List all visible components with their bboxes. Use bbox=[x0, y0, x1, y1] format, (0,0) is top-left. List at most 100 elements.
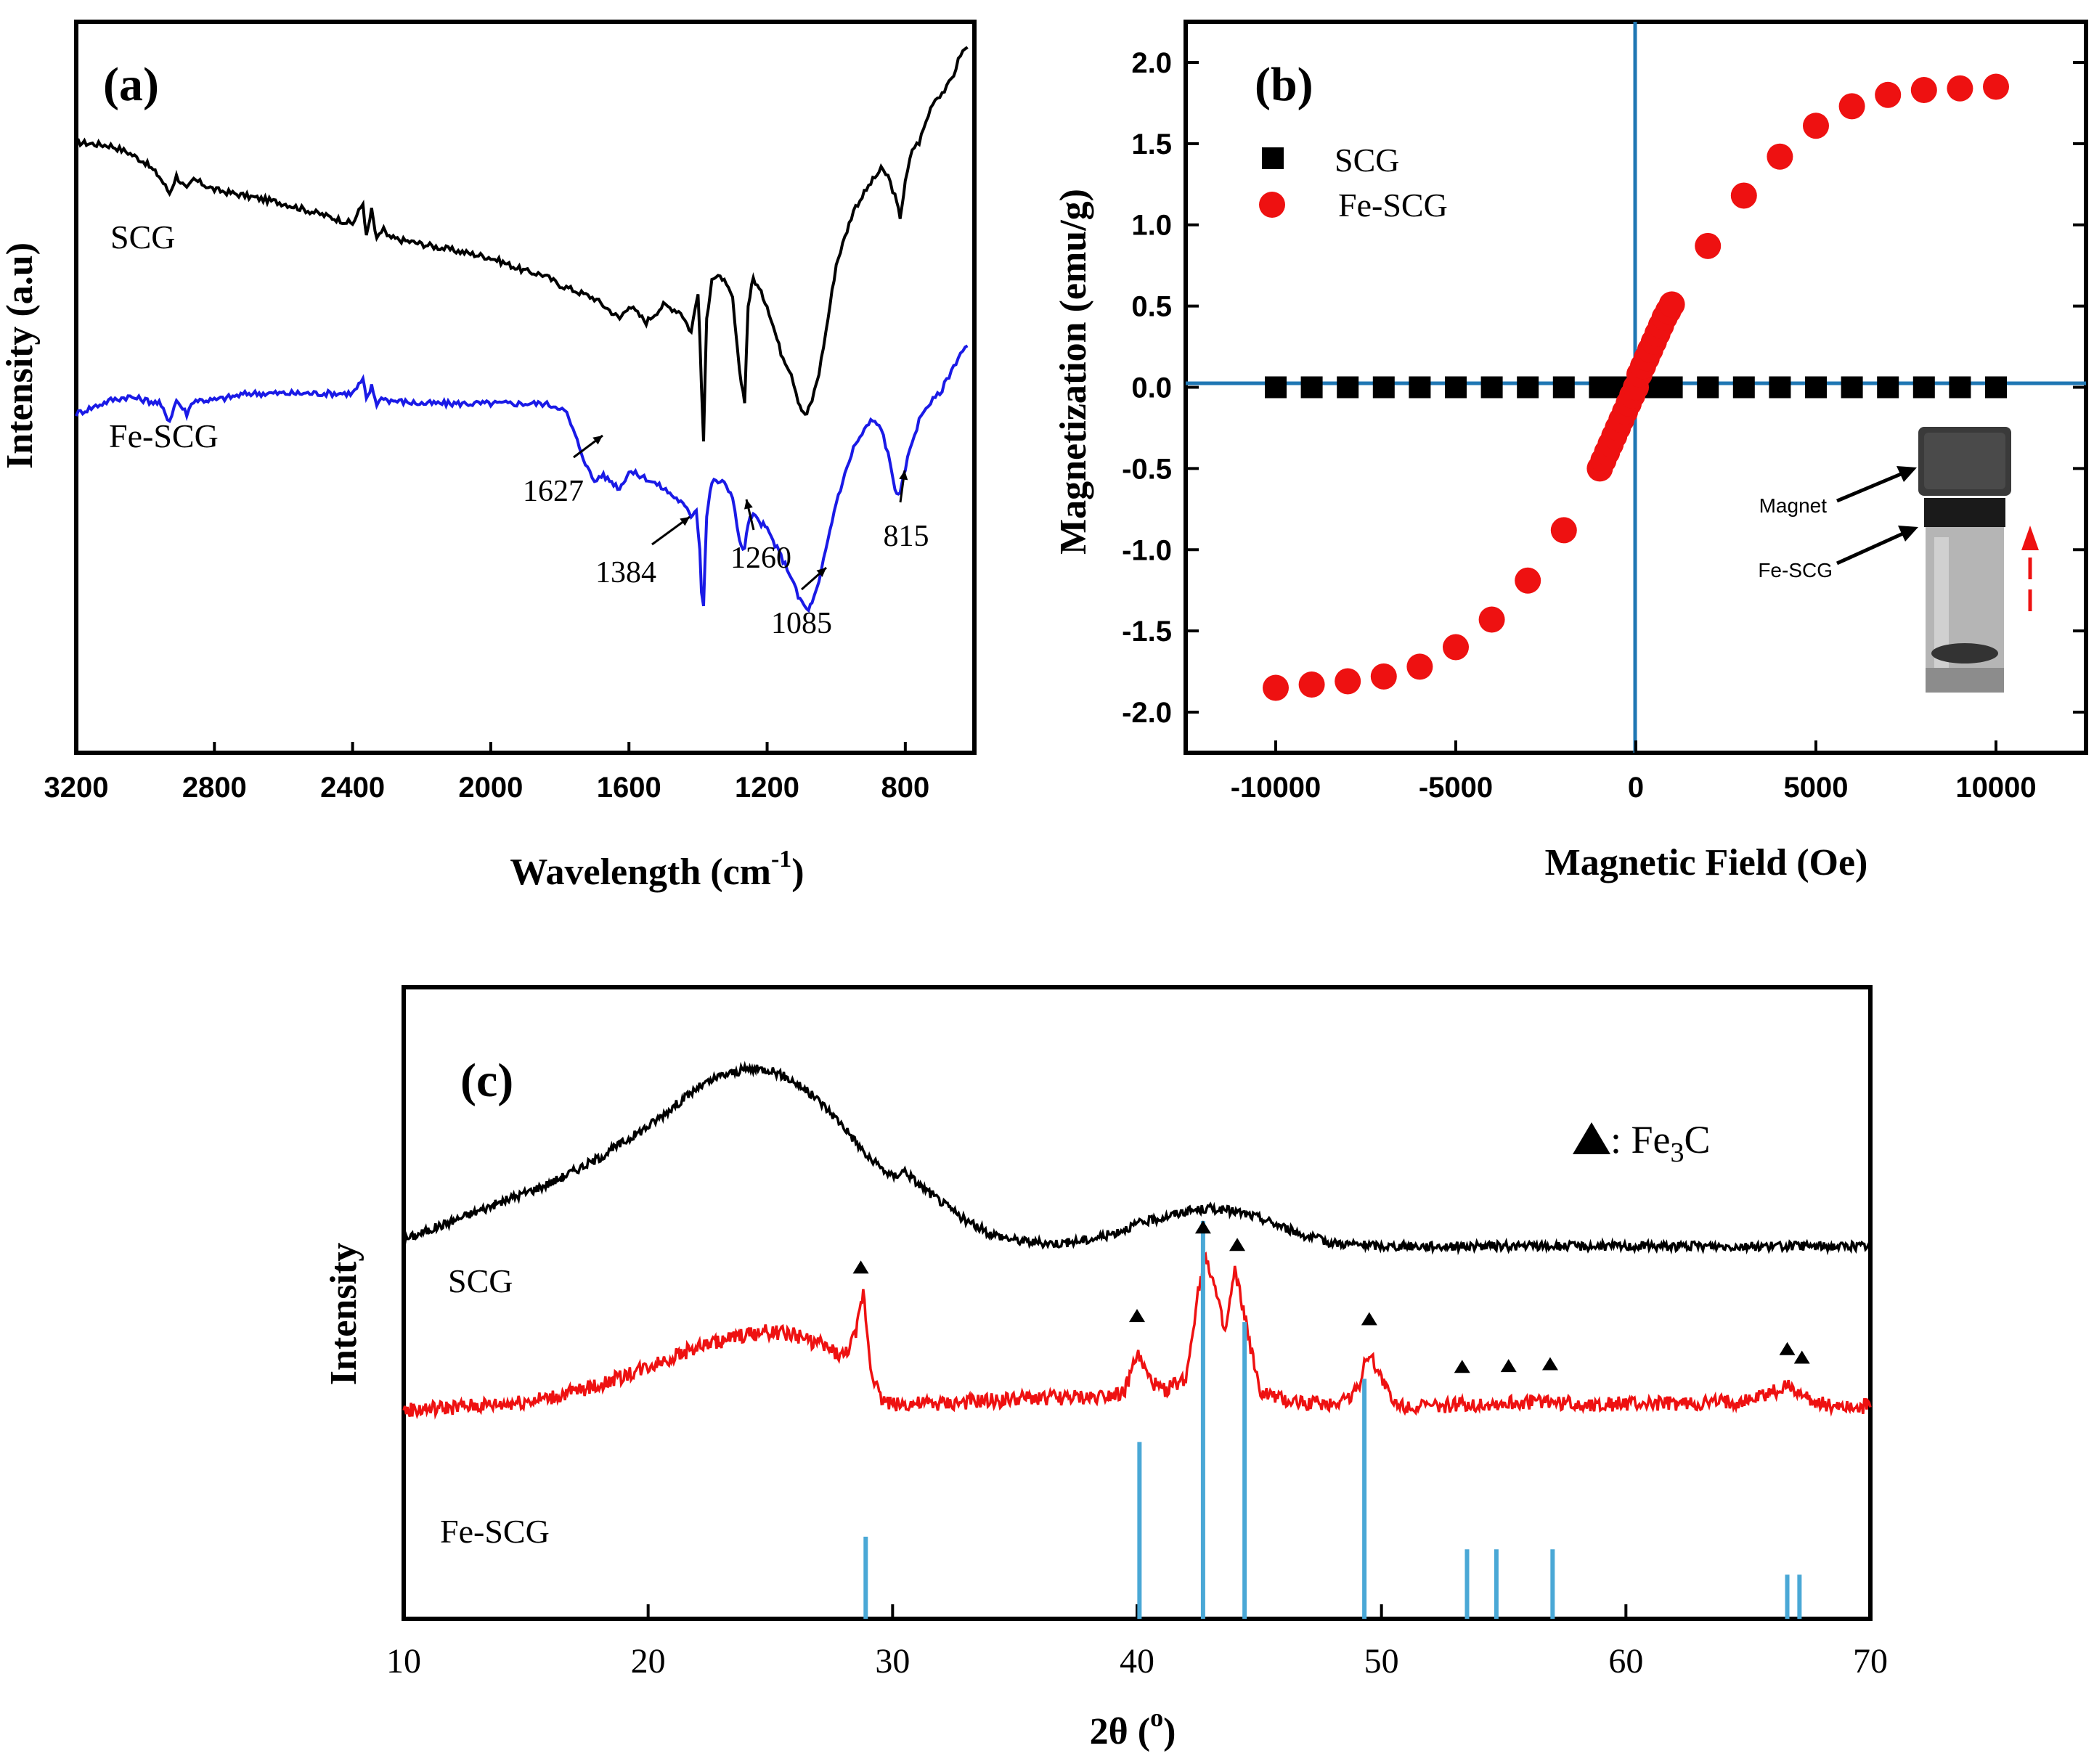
panel-b-xtick-label-2: 0 bbox=[1628, 772, 1644, 804]
panel-b-point-scg-6 bbox=[1480, 376, 1503, 399]
panel-b-ytick-label-5: 0.5 bbox=[1131, 291, 1172, 323]
panel-b-point-scg-0 bbox=[1265, 376, 1287, 399]
panel-b-point-scg-21 bbox=[1949, 376, 1971, 399]
panel-b-xtick-label-0: -10000 bbox=[1231, 772, 1321, 804]
panel-b-x-axis-title: Magnetic Field (Oe) bbox=[1545, 842, 1868, 883]
panel-a-series-group bbox=[75, 46, 969, 613]
panel-c-fe3c-marker-5 bbox=[1454, 1360, 1470, 1373]
panel-a-ftir-chart: 3200 2800 2400 2000 1600 1200 800 1627 1384 1260… bbox=[0, 20, 977, 893]
panel-a-xtick-label-0: 3200 bbox=[44, 772, 109, 804]
panel-b-point-fe-scg-35 bbox=[1875, 81, 1902, 108]
panel-b-point-scg-16 bbox=[1769, 376, 1791, 399]
panel-c-fe3c-marker-4 bbox=[1361, 1312, 1377, 1326]
panel-c-fe3c-peak-markers bbox=[852, 1220, 1810, 1373]
panel-b-point-scg-8 bbox=[1552, 376, 1575, 399]
panel-c-xtick-label-1: 20 bbox=[631, 1642, 666, 1681]
panel-c-xlabel-sup: o bbox=[1150, 1703, 1163, 1732]
panel-b-ytick-label-1: -1.5 bbox=[1122, 616, 1172, 648]
panel-c-label-scg: SCG bbox=[448, 1262, 513, 1299]
panel-a-annot-arrowhead-1627 bbox=[592, 436, 603, 445]
legend-fe3c-suffix: C bbox=[1684, 1118, 1711, 1161]
panel-b-ytick-label-6: 1.0 bbox=[1131, 210, 1172, 242]
panel-c-series-group bbox=[402, 1061, 1872, 1619]
panel-b-point-fe-scg-38 bbox=[1983, 73, 2009, 100]
panel-a-y-axis-title: Intensity (a.u) bbox=[0, 242, 41, 469]
panel-b-point-fe-scg-37 bbox=[1947, 75, 1973, 102]
panel-b-point-fe-scg-30 bbox=[1695, 232, 1722, 259]
panel-a-annot-label-1627: 1627 bbox=[523, 475, 584, 508]
panel-b-axis-ticks: -10000 -5000 0 5000 10000 -2.0 -1.5 -1.0 -0.5 0.0… bbox=[1122, 47, 2086, 804]
panel-b-point-scg-2 bbox=[1337, 376, 1359, 399]
inset-label-fe-scg: Fe-SCG bbox=[1758, 559, 1833, 581]
panel-c-xtick-label-5: 60 bbox=[1608, 1642, 1643, 1681]
panel-c-x-axis-title: 2θ (o) bbox=[1090, 1703, 1176, 1752]
panel-c-fe3c-marker-2 bbox=[1194, 1220, 1211, 1234]
panel-a-annotations: 1627 1384 1260 1085 815 bbox=[523, 434, 929, 640]
panel-a-xlabel-sup: -1 bbox=[771, 846, 791, 873]
panel-b-tag: (b) bbox=[1255, 58, 1313, 111]
panel-b-ytick-label-3: -0.5 bbox=[1122, 453, 1172, 485]
panel-b-point-scg-17 bbox=[1805, 376, 1827, 399]
panel-a-line-scg bbox=[76, 46, 969, 442]
legend-fe3c-subscript: 3 bbox=[1671, 1138, 1684, 1168]
panel-b-point-scg-5 bbox=[1445, 376, 1467, 399]
panel-a-label-scg: SCG bbox=[110, 219, 175, 256]
panel-c-legend: : Fe3C bbox=[1573, 1118, 1711, 1168]
panel-a-annot-label-1085: 1085 bbox=[771, 607, 832, 640]
inset-arrow-magnet bbox=[1836, 468, 1910, 503]
panel-c-fe3c-marker-6 bbox=[1500, 1359, 1517, 1373]
panel-c-fe3c-marker-1 bbox=[1129, 1309, 1145, 1323]
panel-a-xtick-label-5: 1200 bbox=[735, 772, 799, 804]
panel-b-ytick-label-4: 0.0 bbox=[1131, 372, 1172, 404]
panel-a-xlabel-main: Wavelength (cm bbox=[510, 852, 771, 893]
panel-b-ytick-label-2: -1.0 bbox=[1122, 534, 1172, 566]
panel-c-y-axis-title: Intensity bbox=[323, 1243, 364, 1385]
panel-c-plot-frame bbox=[402, 985, 1873, 1621]
panel-b-point-fe-scg-2 bbox=[1335, 668, 1361, 695]
inset-vial-sediment bbox=[1931, 643, 1998, 663]
panel-b-y-axis-title: Magnetization (emu/g) bbox=[1053, 189, 1094, 555]
panel-a-tag: (a) bbox=[103, 58, 159, 111]
panel-b-point-scg-19 bbox=[1877, 376, 1899, 399]
panel-a-annot-arrowhead-1260 bbox=[744, 499, 753, 510]
panel-b-ytick-label-7: 1.5 bbox=[1131, 128, 1172, 160]
panel-c-xtick-label-3: 40 bbox=[1120, 1642, 1154, 1681]
panel-a-xtick-label-4: 1600 bbox=[597, 772, 661, 804]
legend-triangle-icon bbox=[1573, 1122, 1610, 1154]
panel-b-point-scg-7 bbox=[1517, 376, 1539, 399]
panel-b-magnetization-chart: -10000 -5000 0 5000 10000 -2.0 -1.5 -1.0 -0.5 0.0… bbox=[1053, 20, 2088, 883]
panel-c-fe3c-marker-3 bbox=[1229, 1238, 1246, 1251]
panel-a-xtick-label-3: 2000 bbox=[458, 772, 523, 804]
panel-c-fe3c-marker-0 bbox=[852, 1260, 869, 1274]
panel-a-xtick-label-1: 2800 bbox=[182, 772, 247, 804]
panel-c-xtick-label-2: 30 bbox=[875, 1642, 910, 1681]
panel-b-ytick-label-0: -2.0 bbox=[1122, 697, 1172, 729]
panel-c-xtick-label-0: 10 bbox=[386, 1642, 421, 1681]
panel-c-line-fe-scg bbox=[402, 1251, 1872, 1420]
legend-scg-marker bbox=[1262, 147, 1284, 169]
panel-b-point-scg-15 bbox=[1732, 376, 1755, 399]
panel-b-point-fe-scg-1 bbox=[1298, 671, 1325, 698]
panel-b-ytick-label-8: 2.0 bbox=[1131, 47, 1172, 79]
legend-fe-scg-label: Fe-SCG bbox=[1338, 187, 1448, 224]
panel-b-point-scg-14 bbox=[1697, 376, 1719, 399]
panel-b-point-fe-scg-29 bbox=[1658, 291, 1685, 318]
panel-a-annot-arrowhead-1085 bbox=[816, 568, 826, 577]
panel-b-point-fe-scg-6 bbox=[1478, 606, 1505, 633]
panel-c-xtick-label-4: 50 bbox=[1364, 1642, 1399, 1681]
panel-c-line-scg bbox=[403, 1061, 1872, 1256]
panel-a-annot-arrowhead-815 bbox=[899, 470, 908, 481]
panel-b-point-fe-scg-36 bbox=[1910, 76, 1937, 103]
panel-a-plot-frame bbox=[74, 20, 977, 755]
panel-c-tag: (c) bbox=[460, 1054, 513, 1107]
legend-fe-scg-marker bbox=[1259, 192, 1285, 218]
panel-a-annot-arrowhead-1384 bbox=[680, 517, 690, 526]
panel-c-xlabel-close: ) bbox=[1163, 1711, 1176, 1752]
panel-c-xlabel-main: 2θ ( bbox=[1090, 1711, 1150, 1752]
inset-vial-cap bbox=[1924, 498, 2005, 527]
panel-a-xlabel-close: ) bbox=[791, 852, 804, 893]
panel-b-point-fe-scg-5 bbox=[1443, 634, 1469, 661]
panel-b-point-fe-scg-8 bbox=[1550, 517, 1577, 544]
panel-b-point-fe-scg-0 bbox=[1263, 674, 1289, 701]
